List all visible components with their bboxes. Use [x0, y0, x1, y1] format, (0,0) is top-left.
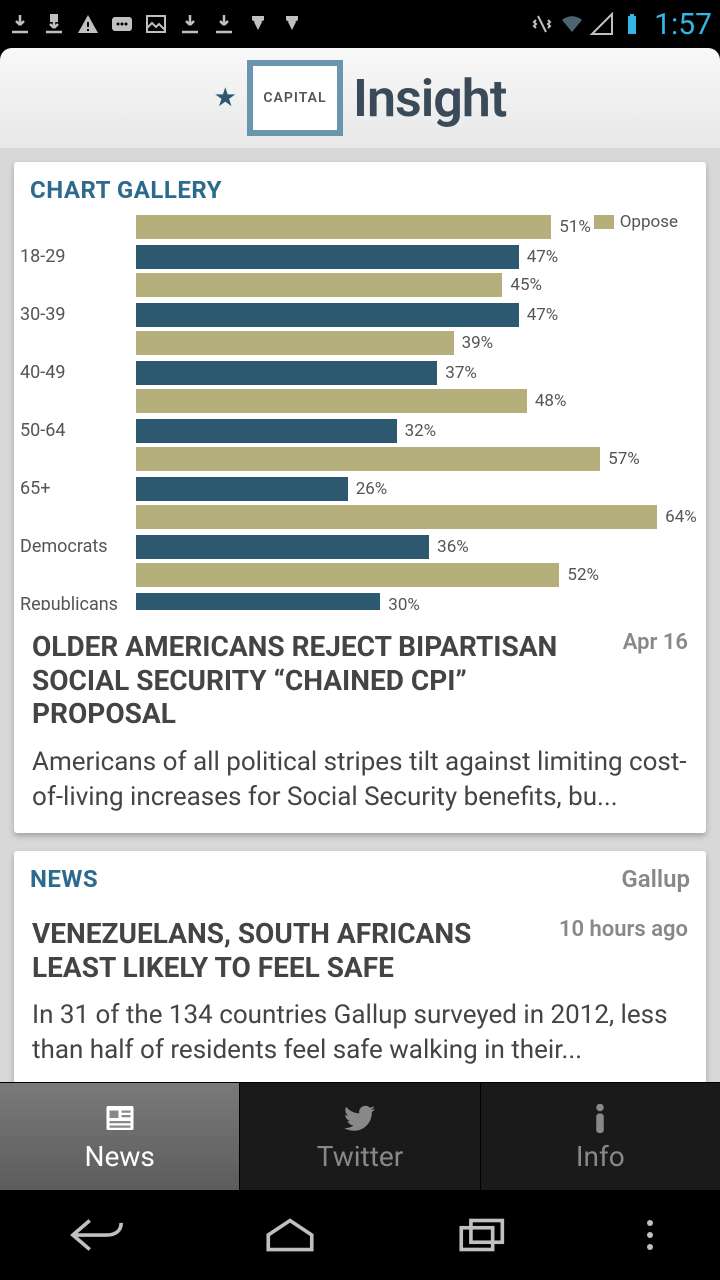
news-icon [102, 1100, 138, 1136]
download-icon [178, 12, 202, 36]
chart-row: 65+26%64% [14, 476, 706, 532]
chart-category-label: 18-29 [14, 244, 136, 267]
home-button[interactable] [261, 1215, 319, 1255]
bar-chart: Oppose 51%18-2947%45%30-3947%39%40-4937%… [14, 214, 706, 616]
news-card[interactable]: NEWS Gallup VENEZUELANS, SOUTH AFRICANS … [14, 851, 706, 1082]
section-label: NEWS [30, 865, 98, 893]
download-icon [8, 12, 32, 36]
chart-category-label: Republicans [14, 592, 136, 610]
recent-apps-button[interactable] [454, 1215, 512, 1255]
article-summary: Americans of all political stripes tilt … [32, 745, 688, 815]
status-system: 1:57 [530, 7, 712, 42]
vibrate-icon [530, 12, 554, 36]
logo-star-icon: ★ [214, 83, 237, 113]
download-icon [212, 12, 236, 36]
tab-label: Info [576, 1140, 625, 1173]
section-label: CHART GALLERY [30, 176, 222, 204]
article-date: Apr 16 [623, 630, 688, 731]
chart-gallery-card[interactable]: CHART GALLERY Oppose 51%18-2947%45%30-39… [14, 162, 706, 833]
chart-row: Democrats36%52% [14, 534, 706, 590]
chart-category-label: 40-49 [14, 360, 136, 383]
tab-twitter[interactable]: Twitter [240, 1083, 480, 1190]
chart-row: 50-6432%57% [14, 418, 706, 474]
twitter-icon [342, 1100, 378, 1136]
clock: 1:57 [654, 7, 712, 42]
chart-category-label: Democrats [14, 534, 136, 557]
chart-row: 30-3947%39% [14, 302, 706, 358]
warning-icon [76, 12, 100, 36]
tab-info[interactable]: Info [481, 1083, 720, 1190]
back-button[interactable] [68, 1215, 126, 1255]
article-title: VENEZUELANS, SOUTH AFRICANS LEAST LIKELY… [32, 917, 545, 984]
article[interactable]: OLDER AMERICANS REJECT BIPARTISAN SOCIAL… [14, 616, 706, 833]
download-complete-icon [42, 12, 66, 36]
image-icon [144, 12, 168, 36]
chart-category-label: 50-64 [14, 418, 136, 441]
tab-bar: News Twitter Info [0, 1082, 720, 1190]
menu-button[interactable] [647, 1220, 653, 1250]
chart-row: Republicans30% [14, 592, 706, 610]
tab-label: Twitter [317, 1140, 403, 1173]
logo-brand: Insight [353, 68, 506, 129]
chart-row: 40-4937%48% [14, 360, 706, 416]
tab-news[interactable]: News [0, 1083, 240, 1190]
info-icon [582, 1100, 618, 1136]
article-title: OLDER AMERICANS REJECT BIPARTISAN SOCIAL… [32, 630, 609, 731]
article[interactable]: VENEZUELANS, SOUTH AFRICANS LEAST LIKELY… [14, 903, 706, 1082]
section-source: Gallup [621, 865, 690, 893]
chart-row: 18-2947%45% [14, 244, 706, 300]
article-date: 10 hours ago [559, 917, 688, 984]
legend-label: Oppose [620, 212, 678, 232]
signal-icon [590, 12, 614, 36]
content-scroll[interactable]: CHART GALLERY Oppose 51%18-2947%45%30-39… [0, 148, 720, 1082]
app-header: ★ CAPITAL Insight [0, 48, 720, 148]
chart-category-label: 65+ [14, 476, 136, 499]
android-status-bar: 1:57 [0, 0, 720, 48]
chart-legend: Oppose [594, 212, 678, 232]
play-store-icon [246, 12, 270, 36]
play-store-icon [280, 12, 304, 36]
legend-swatch-oppose [594, 215, 614, 229]
android-nav-bar [0, 1190, 720, 1280]
article-summary: In 31 of the 134 countries Gallup survey… [32, 998, 688, 1068]
battery-icon [620, 12, 644, 36]
logo-box: CAPITAL [247, 60, 343, 136]
sms-icon [110, 12, 134, 36]
tab-label: News [85, 1140, 155, 1173]
wifi-icon [560, 12, 584, 36]
chart-category-label: 30-39 [14, 302, 136, 325]
status-notifications [8, 12, 304, 36]
